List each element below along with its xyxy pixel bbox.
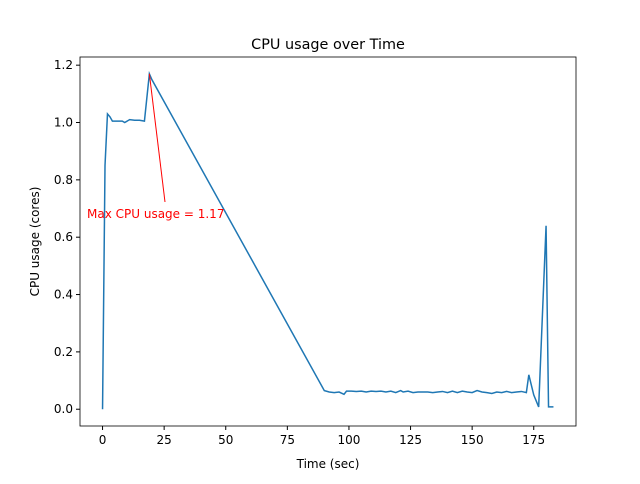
x-tick-label: 100 (337, 433, 360, 447)
y-tick-label: 0.6 (54, 230, 73, 244)
y-tick-label: 0.8 (54, 173, 73, 187)
x-axis-label: Time (sec) (296, 457, 360, 471)
x-tick-label: 175 (522, 433, 545, 447)
x-tick-label: 150 (461, 433, 484, 447)
x-tick-label: 25 (157, 433, 172, 447)
y-tick-label: 0.2 (54, 345, 73, 359)
y-tick-label: 1.2 (54, 58, 73, 72)
annotation: Max CPU usage = 1.17 (87, 207, 224, 221)
x-tick-label: 50 (218, 433, 233, 447)
x-tick-label: 125 (399, 433, 422, 447)
data-line (101, 70, 554, 410)
y-tick-label: 1.0 (54, 116, 73, 130)
y-tick-label: 0.4 (54, 288, 73, 302)
chart-title: CPU usage over Time (251, 37, 405, 53)
x-tick-label: 75 (280, 433, 295, 447)
plot-frame (79, 56, 577, 427)
annotation-arrow (148, 73, 166, 203)
y-tick-label: 0.0 (54, 402, 73, 416)
x-tick-label: 0 (99, 433, 107, 447)
y-axis-label: CPU usage (cores) (28, 187, 42, 297)
